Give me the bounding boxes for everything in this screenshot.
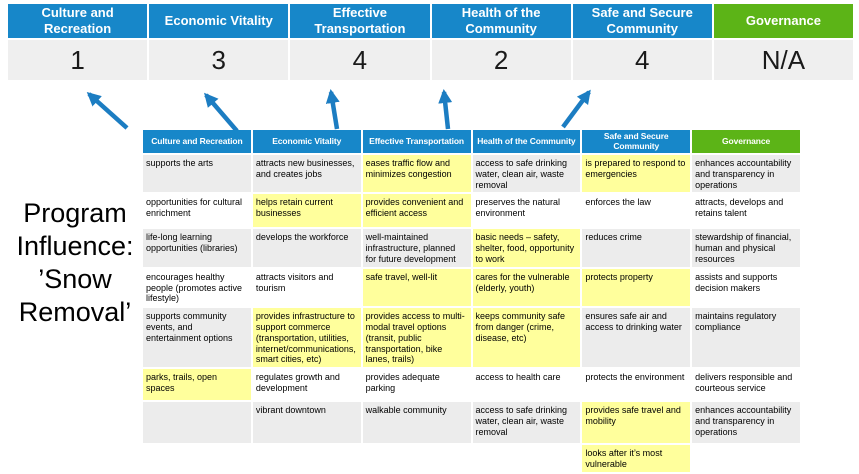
matrix-cell: encourages healthy people (promotes acti… [143,268,251,307]
matrix-cell: reduces crime [582,229,691,267]
matrix-cell-highlighted: safe travel, well-lit [362,268,471,307]
scoreboard-header-governance: Governance [713,4,853,38]
matrix-cell: enhances accountability and transparency… [692,155,800,193]
scoreboard-score: 4 [572,40,712,80]
score-arrow-health [438,89,453,130]
matrix-cell: ensures safe air and access to drinking … [582,308,691,368]
scoreboard-score: 3 [149,40,289,80]
matrix-cell: enforces the law [582,194,691,228]
matrix-row: life-long learning opportunities (librar… [143,229,800,267]
matrix-cell: preserves the natural environment [472,194,581,228]
matrix-cell: maintains regulatory compliance [692,308,800,368]
matrix-cell: provides adequate parking [362,369,471,401]
matrix-cell-highlighted: basic needs – safety, shelter, food, opp… [472,229,581,267]
matrix-cell-highlighted: protects property [582,268,691,307]
score-arrow-culture [86,91,129,130]
matrix-cell: attracts visitors and tourism [252,268,361,307]
matrix-row: looks after it’s most vulnerable [143,445,800,472]
scoreboard-score: 2 [431,40,571,80]
matrix-cell: vibrant downtown [252,402,361,444]
matrix-cell: delivers responsible and courteous servi… [692,369,800,401]
matrix-row: vibrant downtown walkable community access… [143,402,800,444]
matrix-row: parks, trails, open spaces regulates grow… [143,369,800,401]
matrix-header-health-of-the-community: Health of the Community [472,130,581,153]
matrix-cell: walkable community [362,402,471,444]
scoreboard-header-effective-transportation: Effective Transportation [290,4,430,38]
scoreboard-header-culture-and-recreation: Culture and Recreation [8,4,148,38]
matrix-row: opportunities for cultural enrichment hel… [143,194,800,228]
scoreboard-header-safe-and-secure-community: Safe and Secure Community [572,4,712,38]
matrix-cell: stewardship of financial, human and phys… [692,229,800,267]
influence-matrix: Culture and Recreation Economic Vitality E… [143,130,800,474]
matrix-cell-highlighted: cares for the vulnerable (elderly, youth… [472,268,581,307]
scoreboard: Culture and Recreation Economic Vitality E… [8,4,853,80]
matrix-cell: protects the environment [582,369,691,401]
matrix-cell-highlighted: helps retain current businesses [252,194,361,228]
matrix-header-row: Culture and Recreation Economic Vitality E… [143,130,800,153]
matrix-cell-highlighted: provides access to multi-modal travel op… [362,308,471,368]
matrix-cell-highlighted: eases traffic flow and minimizes congest… [362,155,471,193]
matrix-cell: supports the arts [143,155,251,193]
matrix-row: supports community events, and entertain… [143,308,800,368]
matrix-cell: supports community events, and entertain… [143,308,251,368]
matrix-header-safe-and-secure-community: Safe and Secure Community [582,130,691,153]
matrix-cell: well-maintained infrastructure, planned … [362,229,471,267]
matrix-header-culture-and-recreation: Culture and Recreation [143,130,251,153]
matrix-cell-highlighted: provides safe travel and mobility [582,402,691,444]
scoreboard-score: 1 [8,40,148,80]
matrix-header-effective-transportation: Effective Transportation [362,130,471,153]
matrix-cell [143,445,251,472]
scoreboard-score: N/A [713,40,853,80]
score-arrow-economic [204,92,239,133]
matrix-cell-highlighted: provides convenient and efficient access [362,194,471,228]
matrix-cell: life-long learning opportunities (librar… [143,229,251,267]
matrix-header-economic-vitality: Economic Vitality [252,130,361,153]
matrix-cell-highlighted: looks after it’s most vulnerable [582,445,691,472]
matrix-cell: assists and supports decision makers [692,268,800,307]
scoreboard-header-health-of-the-community: Health of the Community [431,4,571,38]
matrix-cell-highlighted: provides infrastructure to support comme… [252,308,361,368]
matrix-cell: enhances accountability and transparency… [692,402,800,444]
program-influence-label: Program Influence: ’Snow Removal’ [16,198,134,327]
matrix-cell: access to safe drinking water, clean air… [472,402,581,444]
scoreboard-score: 4 [290,40,430,80]
matrix-row: encourages healthy people (promotes acti… [143,268,800,307]
matrix-cell [252,445,361,472]
matrix-cell [362,445,471,472]
score-arrow-safe [561,89,591,129]
matrix-cell: access to safe drinking water, clean air… [472,155,581,193]
matrix-header-governance: Governance [692,130,800,153]
matrix-row: supports the arts attracts new businesses… [143,155,800,193]
matrix-cell [472,445,581,472]
scoreboard-header-economic-vitality: Economic Vitality [149,4,289,38]
matrix-cell: attracts, develops and retains talent [692,194,800,228]
matrix-cell [692,445,800,472]
matrix-cell [143,402,251,444]
matrix-cell: regulates growth and development [252,369,361,401]
matrix-cell-highlighted: is prepared to respond to emergencies [582,155,691,193]
matrix-cell: attracts new businesses, and creates job… [252,155,361,193]
matrix-cell-highlighted: keeps community safe from danger (crime,… [472,308,581,368]
matrix-cell-highlighted: parks, trails, open spaces [143,369,251,401]
score-arrow-transportation [325,89,340,130]
matrix-cell: opportunities for cultural enrichment [143,194,251,228]
matrix-cell: access to health care [472,369,581,401]
matrix-cell: develops the workforce [252,229,361,267]
